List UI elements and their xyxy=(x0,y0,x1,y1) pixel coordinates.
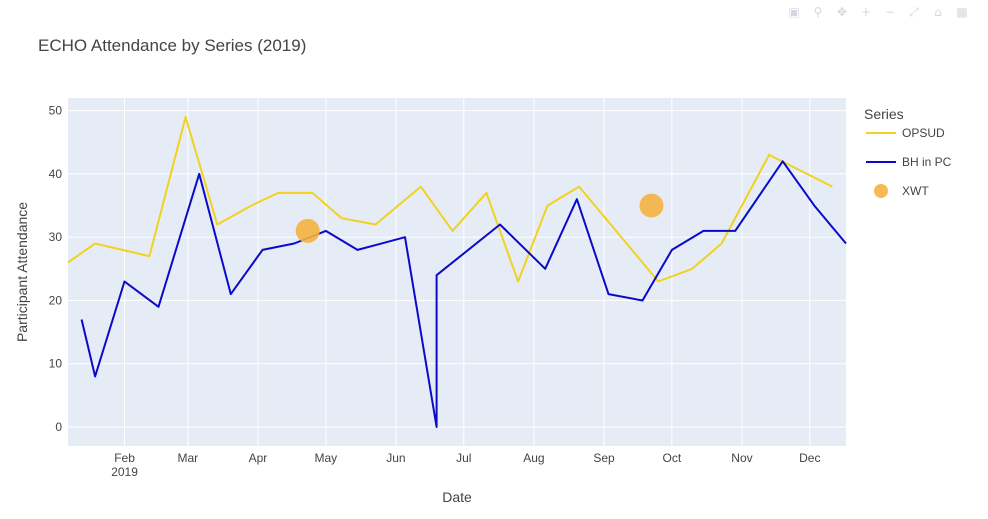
x-tick-label: Jun xyxy=(386,451,405,465)
y-tick-label: 30 xyxy=(49,230,63,244)
autoscale-icon[interactable]: ⤢ xyxy=(909,4,919,19)
zoom-out-icon[interactable]: − xyxy=(884,5,896,19)
reset-axes-icon[interactable]: ⌂ xyxy=(934,5,942,19)
y-tick-label: 40 xyxy=(49,167,63,181)
legend-swatch-xwt xyxy=(874,184,888,198)
series-line-opsud xyxy=(67,116,833,283)
y-tick-label: 0 xyxy=(55,420,62,434)
x-tick-label: Nov xyxy=(731,451,752,465)
x-tick-label: Mar xyxy=(178,451,199,465)
x-tick-label: Jul xyxy=(456,451,471,465)
zoom-icon[interactable]: ⚲ xyxy=(813,5,823,19)
legend: Series OPSUD BH in PC XWT xyxy=(864,106,952,198)
camera-icon[interactable]: ▣ xyxy=(788,5,800,19)
y-axis-label: Participant Attendance xyxy=(14,202,30,342)
legend-label-opsud: OPSUD xyxy=(902,126,945,140)
series-marker-xwt xyxy=(295,218,320,243)
chart-title: ECHO Attendance by Series (2019) xyxy=(38,36,306,55)
x-tick-label: Apr xyxy=(249,451,268,465)
x-tick-label: Aug xyxy=(523,451,544,465)
x-tick-label: Oct xyxy=(663,451,682,465)
x-tick-label: Feb xyxy=(114,451,135,465)
y-tick-label: 20 xyxy=(49,293,63,307)
x-tick-label: Sep xyxy=(593,451,615,465)
plotly-logo-icon[interactable]: ▩ xyxy=(956,5,968,19)
x-tick-label: May xyxy=(314,451,337,465)
series-layer xyxy=(67,116,847,428)
legend-label-bh-in-pc: BH in PC xyxy=(902,155,952,169)
zoom-in-icon[interactable]: + xyxy=(860,5,872,19)
y-tick-label: 50 xyxy=(49,104,63,118)
legend-label-xwt: XWT xyxy=(902,184,929,198)
gridlines xyxy=(68,98,846,446)
x-axis-label: Date xyxy=(442,489,472,505)
modebar: ▣ ⚲ ✥ + − ⤢ ⌂ ▩ xyxy=(786,4,970,20)
x-tick-label: Dec xyxy=(799,451,820,465)
plot-area xyxy=(68,98,846,446)
pan-icon[interactable]: ✥ xyxy=(836,5,848,19)
x-tick-year-label: 2019 xyxy=(111,465,138,479)
series-marker-xwt xyxy=(639,193,664,218)
y-tick-label: 10 xyxy=(49,357,63,371)
y-axis-ticks: 0 10 20 30 40 50 xyxy=(49,104,63,434)
series-line-bh-in-pc xyxy=(80,160,847,428)
legend-title: Series xyxy=(864,106,904,122)
